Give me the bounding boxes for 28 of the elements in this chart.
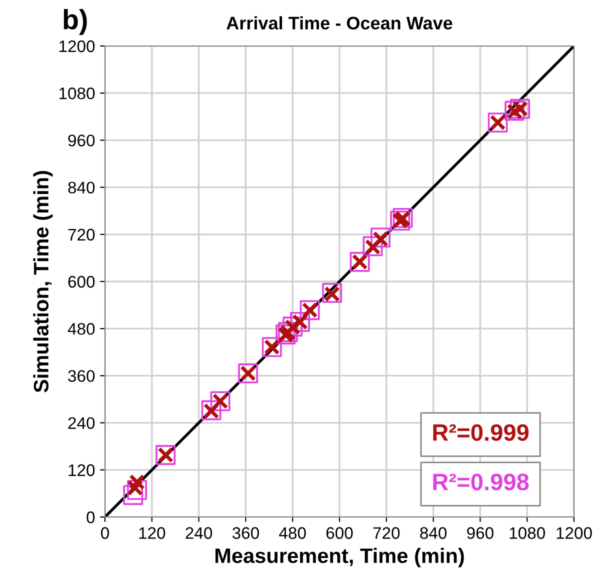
x-tick-label: 480 [279,527,306,539]
y-tick-label: 240 [68,417,95,430]
annotation: R²=0.998 [433,474,529,490]
x-tick-label: 240 [186,527,212,539]
x-tick-label: 720 [373,527,400,539]
x-tick-label: 120 [139,527,166,539]
x-tick-label: 1200 [556,527,592,539]
x-tick-label: 840 [420,527,447,539]
x-tick-label: 600 [326,527,353,539]
y-axis-title: Simulation, Time (min) [33,171,53,392]
y-tick-label: 1080 [59,88,95,100]
annotation: R²=0.999 [433,424,529,441]
y-tick-label: 600 [68,276,95,288]
chart-title: Arrival Time - Ocean Wave [226,16,452,30]
x-tick-label: 960 [467,527,494,539]
x-tick-label: 360 [232,527,259,539]
y-tick-label: 480 [68,323,95,335]
x-tick-label: 0 [101,527,109,539]
y-tick-label: 120 [68,464,95,476]
x-axis-title: Measurement, Time (min) [215,548,464,568]
x-tick-label: 1080 [510,527,545,539]
y-tick-label: 840 [68,182,95,194]
y-tick-label: 1200 [59,40,95,52]
y-tick-label: 360 [68,370,95,382]
text: b) [64,9,87,35]
y-tick-label: 960 [68,134,95,146]
y-tick-label: 0 [86,511,95,524]
y-tick-label: 720 [68,228,95,241]
